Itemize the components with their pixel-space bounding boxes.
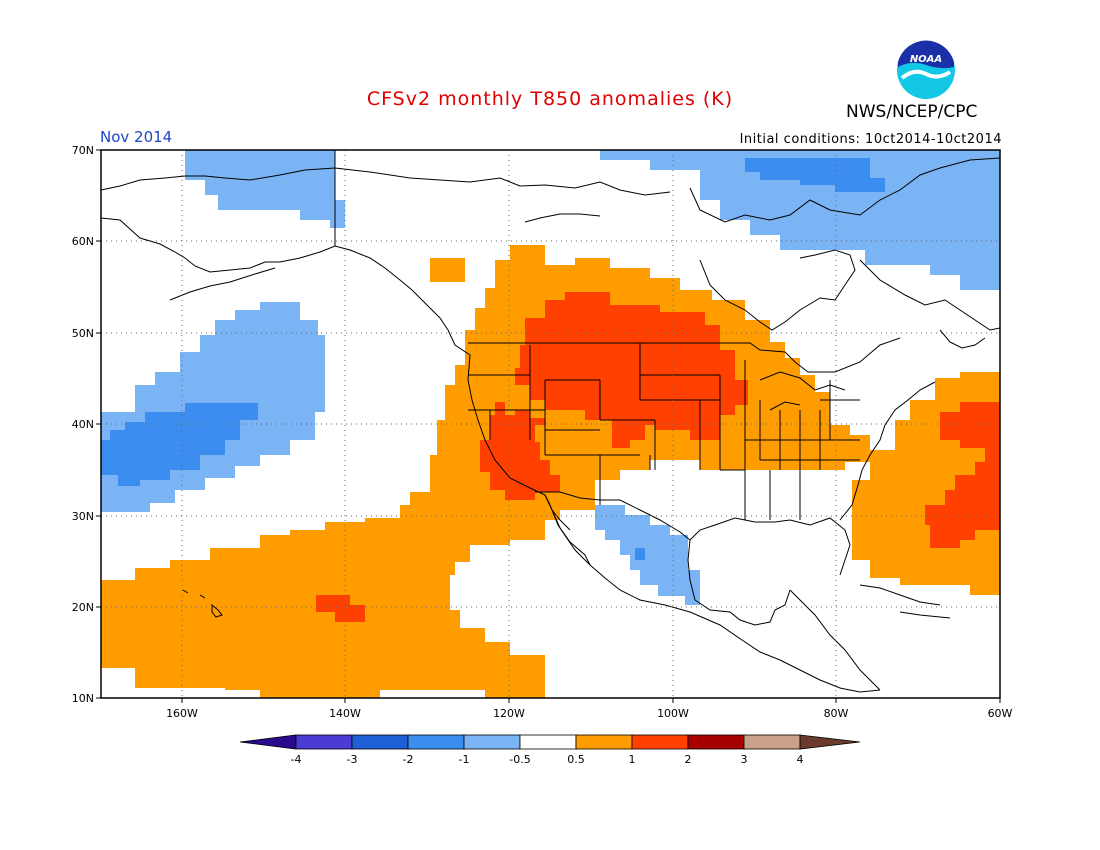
lat-label: 20N: [72, 601, 94, 614]
colorbar-swatch: [351, 734, 409, 750]
lon-label: 120W: [493, 707, 525, 720]
lat-label: 40N: [72, 418, 94, 431]
lat-label: 10N: [72, 692, 94, 705]
lon-label: 140W: [329, 707, 361, 720]
anomaly-region-light-blue-north: [185, 150, 345, 228]
colorbar-label: -1: [459, 753, 470, 766]
anomaly-region-blue-pacific: [101, 403, 258, 486]
anomaly-region-blue-mexico: [635, 548, 645, 560]
forecast-period: Nov 2014: [100, 128, 173, 146]
lon-label: 100W: [657, 707, 689, 720]
anomaly-region-red-north-central: [515, 292, 748, 448]
colorbar-label: 1: [629, 753, 636, 766]
map-outlines: [101, 150, 1000, 693]
colorbar-arrow-right: [799, 734, 861, 750]
lat-label: 60N: [72, 235, 94, 248]
graticule: [101, 150, 1000, 698]
agency-label: NWS/NCEP/CPC: [846, 102, 978, 122]
anomaly-region-red-atlantic-north: [940, 402, 1000, 462]
lon-label: 80W: [824, 707, 849, 720]
colorbar-swatch: [295, 734, 353, 750]
anomaly-region-blue-northeast: [745, 158, 885, 192]
colorbar-label: -2: [403, 753, 414, 766]
map-frame: [100, 149, 1001, 699]
axis-ticks: [96, 149, 1001, 703]
lon-labels: 160W 140W 120W 100W 80W 60W: [166, 707, 1012, 720]
lon-label: 160W: [166, 707, 198, 720]
anomaly-region-light-blue-mexico: [595, 505, 700, 605]
anomaly-region-orange-main: [101, 245, 870, 698]
noaa-logo-icon: NOAA: [897, 40, 955, 99]
anomaly-region-light-blue-pacific: [101, 302, 325, 512]
lat-label: 50N: [72, 327, 94, 340]
colorbar-arrow-left: [239, 734, 297, 750]
colorbar-swatch: [631, 734, 689, 750]
anomaly-shading: [101, 150, 1000, 698]
colorbar-label: 4: [797, 753, 804, 766]
map-title: CFSv2 monthly T850 anomalies (K): [366, 88, 734, 110]
colorbar-label: 3: [741, 753, 748, 766]
colorbar-label: -0.5: [509, 753, 530, 766]
anomaly-region-light-blue-northeast: [600, 150, 1000, 290]
lon-label: 60W: [988, 707, 1013, 720]
colorbar-swatch: [743, 734, 801, 750]
anomaly-region-red-hawaii: [316, 595, 365, 622]
colorbar-swatch: [687, 734, 745, 750]
colorbar: -4 -3 -2 -1 -0.5 0.5 1 2 3 4: [239, 734, 861, 766]
colorbar-label: 0.5: [567, 753, 585, 766]
anomaly-region-red-atlantic-south: [925, 462, 1000, 548]
colorbar-label: -3: [347, 753, 358, 766]
colorbar-swatch: [407, 734, 465, 750]
colorbar-swatch: [463, 734, 521, 750]
colorbar-swatch: [575, 734, 633, 750]
anomaly-region-red-southwest: [480, 402, 560, 500]
lat-label: 70N: [72, 144, 94, 157]
logo-text: NOAA: [910, 54, 942, 65]
colorbar-label: 2: [685, 753, 692, 766]
colorbar-swatch: [519, 734, 577, 750]
lat-labels: 70N 60N 50N 40N 30N 20N 10N: [72, 144, 94, 705]
colorbar-label: -4: [291, 753, 302, 766]
anomaly-region-orange-small: [430, 258, 465, 282]
initial-conditions: Initial conditions: 10ct2014-10ct2014: [739, 132, 1002, 147]
anomaly-region-orange-atlantic: [852, 372, 1000, 595]
lat-label: 30N: [72, 510, 94, 523]
